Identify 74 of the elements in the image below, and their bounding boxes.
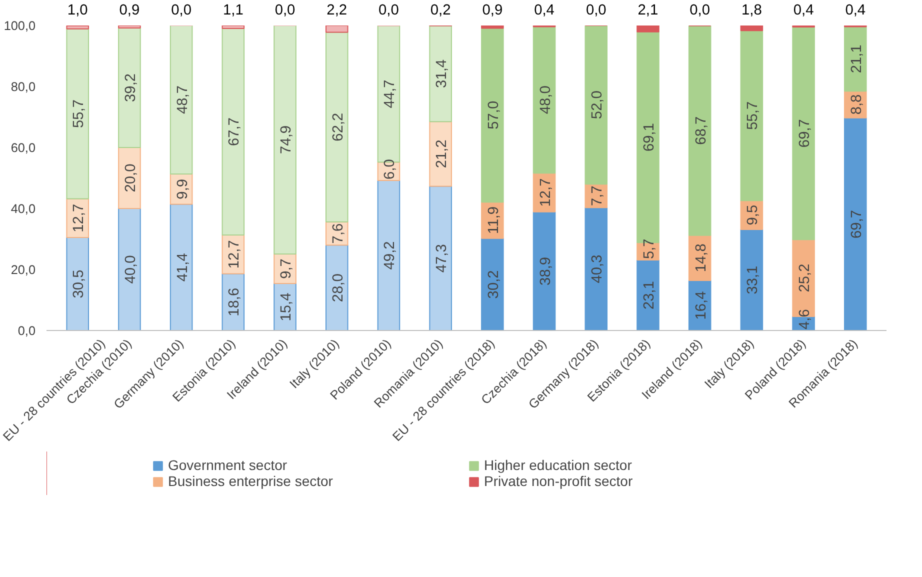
data-label: 9,5 bbox=[745, 204, 762, 226]
data-label: 11,9 bbox=[486, 206, 502, 234]
data-label: 20,0 bbox=[122, 164, 139, 192]
data-label: 30,5 bbox=[71, 270, 88, 298]
data-label: 41,4 bbox=[174, 253, 191, 282]
data-label: 31,4 bbox=[434, 59, 450, 88]
data-label: 21,2 bbox=[434, 140, 450, 168]
data-label: 15,4 bbox=[278, 292, 295, 322]
data-label: 67,7 bbox=[226, 118, 243, 146]
data-label: 7,6 bbox=[330, 223, 346, 244]
legend-label: Private non-profit sector bbox=[484, 473, 634, 489]
data-label: 1,1 bbox=[222, 2, 244, 18]
data-label: 18,6 bbox=[226, 288, 243, 316]
data-label: 8,8 bbox=[848, 94, 865, 115]
data-label: 69,7 bbox=[797, 119, 814, 148]
data-label: 12,7 bbox=[538, 178, 554, 207]
data-label: 49,2 bbox=[382, 241, 398, 270]
data-label: 55,7 bbox=[745, 101, 762, 130]
data-label: 14,8 bbox=[693, 244, 710, 272]
data-label: 38,9 bbox=[538, 256, 554, 286]
y-tick-label: 20,0 bbox=[10, 263, 36, 277]
y-tick-label: 0,0 bbox=[18, 324, 36, 338]
data-label: 57,0 bbox=[486, 100, 502, 130]
data-label: 69,1 bbox=[641, 123, 658, 152]
data-label: 69,7 bbox=[848, 210, 865, 238]
data-label: 55,7 bbox=[71, 100, 88, 128]
y-tick-label: 40,0 bbox=[10, 202, 36, 216]
data-label: 1,8 bbox=[742, 2, 762, 18]
data-label: 23,1 bbox=[641, 281, 658, 310]
data-label: 2,2 bbox=[326, 2, 348, 18]
data-label: 0,4 bbox=[793, 2, 814, 18]
data-label: 40,0 bbox=[122, 255, 139, 284]
y-tick-label: 60,0 bbox=[10, 141, 36, 155]
legend-label: Higher education sector bbox=[484, 457, 633, 473]
data-label: 7,7 bbox=[590, 186, 606, 206]
data-label: 6,0 bbox=[382, 159, 398, 180]
data-label: 21,1 bbox=[848, 44, 865, 74]
data-label: 0,2 bbox=[430, 2, 451, 18]
data-label: 0,4 bbox=[845, 2, 866, 18]
data-label: 0,0 bbox=[690, 2, 710, 18]
data-label: 9,7 bbox=[278, 258, 295, 279]
data-label: 0,0 bbox=[171, 2, 192, 18]
data-label: 12,7 bbox=[71, 204, 88, 232]
data-label: 4,6 bbox=[797, 309, 814, 330]
y-tick-label: 80,0 bbox=[10, 80, 36, 94]
data-label: 48,0 bbox=[538, 86, 554, 114]
data-label: 62,2 bbox=[330, 112, 346, 142]
data-label: 0,4 bbox=[534, 2, 554, 18]
data-label: 0,9 bbox=[482, 2, 503, 18]
data-label: 68,7 bbox=[693, 116, 710, 145]
data-label: 40,3 bbox=[590, 254, 606, 284]
data-label: 0,0 bbox=[274, 2, 296, 18]
data-label: 39,2 bbox=[122, 73, 139, 102]
data-label: 44,7 bbox=[382, 80, 398, 108]
data-label: 9,9 bbox=[174, 178, 191, 200]
data-label: 47,3 bbox=[434, 244, 450, 273]
data-label: 30,2 bbox=[486, 270, 502, 299]
data-label: 12,7 bbox=[226, 240, 243, 269]
data-label: 16,4 bbox=[693, 291, 710, 320]
legend-label: Government sector bbox=[168, 457, 288, 473]
data-label: 5,7 bbox=[641, 238, 658, 260]
legend-label: Business enterprise sector bbox=[168, 473, 334, 489]
data-label: 28,0 bbox=[330, 274, 346, 302]
data-label: 52,0 bbox=[590, 90, 606, 120]
data-label: 48,7 bbox=[174, 86, 191, 114]
data-label: 33,1 bbox=[745, 266, 762, 294]
data-label: 1,0 bbox=[67, 2, 88, 18]
data-label: 2,1 bbox=[638, 2, 658, 18]
data-label: 25,2 bbox=[797, 264, 814, 292]
data-label: 0,0 bbox=[586, 2, 606, 18]
data-label: 0,0 bbox=[378, 2, 399, 18]
y-tick-label: 100,0 bbox=[4, 19, 36, 33]
data-label: 74,9 bbox=[278, 125, 295, 154]
data-label: 0,9 bbox=[119, 2, 140, 18]
